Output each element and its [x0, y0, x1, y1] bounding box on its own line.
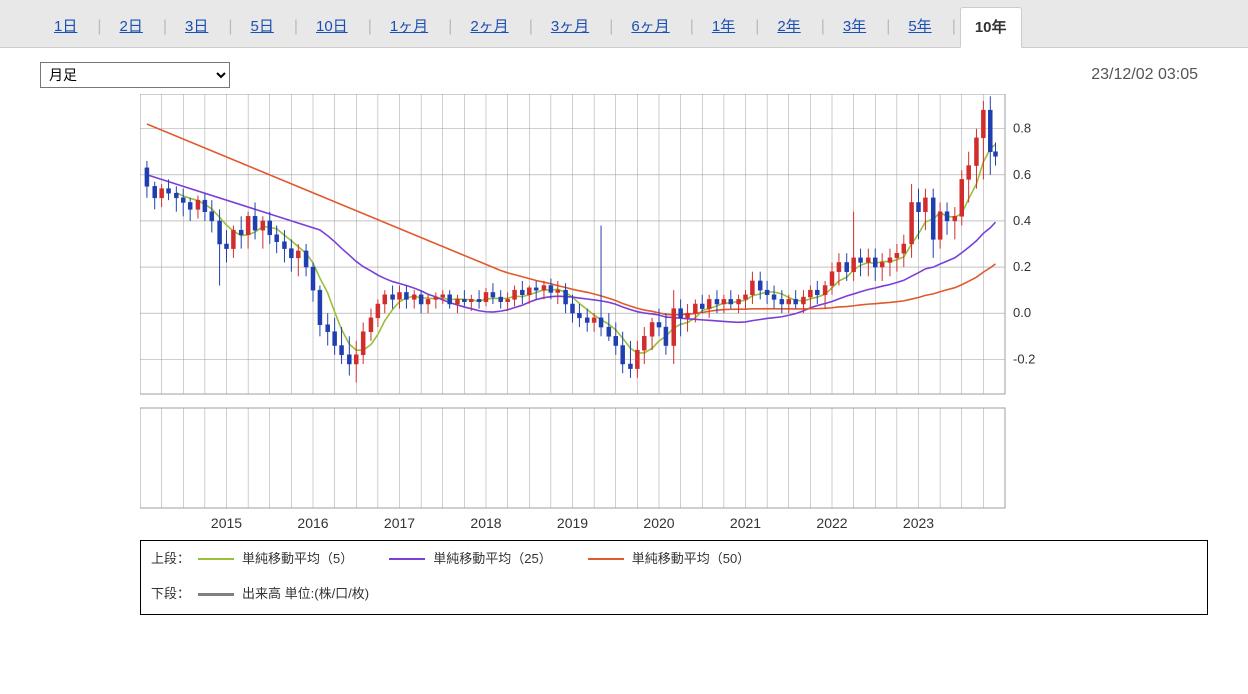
legend-label: 単純移動平均（5） — [242, 547, 353, 572]
tab-separator: | — [163, 18, 167, 36]
svg-text:2022: 2022 — [816, 515, 847, 531]
svg-text:2023: 2023 — [903, 515, 934, 531]
tab-separator: | — [755, 18, 759, 36]
period-tabs: 1日|2日|3日|5日|10日|1ヶ月|2ヶ月|3ヶ月|6ヶ月|1年|2年|3年… — [0, 0, 1248, 48]
legend-line-icon — [588, 558, 624, 560]
tab-1ヶ月[interactable]: 1ヶ月 — [376, 7, 442, 46]
toolbar: 月足 23/12/02 03:05 — [0, 48, 1248, 88]
tab-6ヶ月[interactable]: 6ヶ月 — [617, 7, 683, 46]
tab-separator: | — [952, 18, 956, 36]
tab-separator: | — [690, 18, 694, 36]
tab-separator: | — [609, 18, 613, 36]
tab-3年[interactable]: 3年 — [829, 7, 880, 46]
tab-separator: | — [368, 18, 372, 36]
tab-separator: | — [821, 18, 825, 36]
legend-lower: 下段：出来高 単位:(株/口/枚) — [151, 582, 1197, 607]
svg-text:2019: 2019 — [557, 515, 588, 531]
svg-text:0.0: 0.0 — [1013, 305, 1031, 320]
svg-text:2017: 2017 — [384, 515, 415, 531]
tab-2ヶ月[interactable]: 2ヶ月 — [456, 7, 522, 46]
legend-line-icon — [198, 593, 234, 596]
tab-3日[interactable]: 3日 — [171, 7, 222, 46]
svg-text:0.4: 0.4 — [1013, 213, 1031, 228]
app-root: 1日|2日|3日|5日|10日|1ヶ月|2ヶ月|3ヶ月|6ヶ月|1年|2年|3年… — [0, 0, 1248, 694]
timestamp: 23/12/02 03:05 — [1091, 66, 1198, 84]
legend-label: 単純移動平均（25） — [433, 547, 551, 572]
svg-text:0.6: 0.6 — [1013, 167, 1031, 182]
tab-separator: | — [448, 18, 452, 36]
svg-text:2015: 2015 — [211, 515, 242, 531]
legend-line-icon — [389, 558, 425, 560]
legend-line-icon — [198, 558, 234, 560]
tab-separator: | — [97, 18, 101, 36]
svg-text:-0.2: -0.2 — [1013, 351, 1035, 366]
tab-1年[interactable]: 1年 — [698, 7, 749, 46]
tab-5日[interactable]: 5日 — [237, 7, 288, 46]
candlestick-chart: -0.2 0.0 0.2 0.4 0.6 0.8 2015 2016 2017 2018 2019 2… — [140, 94, 1120, 536]
tab-5年[interactable]: 5年 — [894, 7, 945, 46]
tab-2年[interactable]: 2年 — [763, 7, 814, 46]
tab-separator: | — [529, 18, 533, 36]
tab-10年[interactable]: 10年 — [960, 7, 1022, 48]
legend-upper: 上段：単純移動平均（5）単純移動平均（25）単純移動平均（50） — [151, 547, 1197, 572]
legend-box: 上段：単純移動平均（5）単純移動平均（25）単純移動平均（50） 下段：出来高 … — [140, 540, 1208, 615]
legend-label: 単純移動平均（50） — [632, 547, 750, 572]
tab-2日[interactable]: 2日 — [106, 7, 157, 46]
svg-text:0.2: 0.2 — [1013, 259, 1031, 274]
chart-area: -0.2 0.0 0.2 0.4 0.6 0.8 2015 2016 2017 2018 2019 2… — [140, 94, 1208, 536]
tab-separator: | — [228, 18, 232, 36]
tab-10日[interactable]: 10日 — [302, 7, 362, 46]
tab-1日[interactable]: 1日 — [40, 7, 91, 46]
tab-separator: | — [294, 18, 298, 36]
svg-text:2016: 2016 — [297, 515, 328, 531]
legend-label: 出来高 単位:(株/口/枚) — [242, 582, 369, 607]
tab-3ヶ月[interactable]: 3ヶ月 — [537, 7, 603, 46]
svg-text:0.8: 0.8 — [1013, 121, 1031, 136]
svg-text:2020: 2020 — [643, 515, 674, 531]
candle-period-select[interactable]: 月足 — [40, 62, 230, 88]
svg-text:2021: 2021 — [730, 515, 761, 531]
tab-separator: | — [886, 18, 890, 36]
svg-text:2018: 2018 — [470, 515, 501, 531]
